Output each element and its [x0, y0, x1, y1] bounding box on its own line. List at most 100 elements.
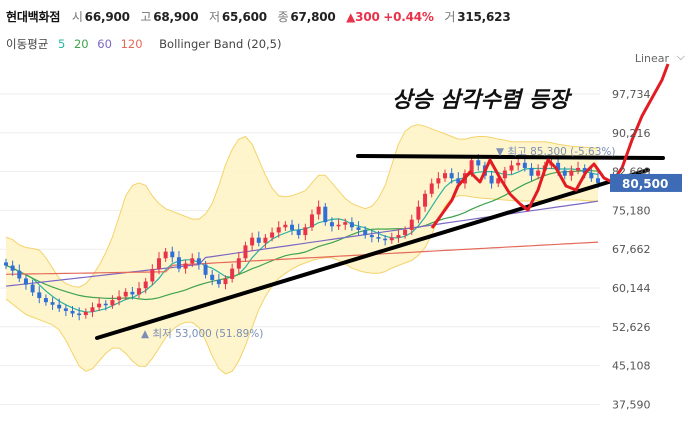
y-tick-label: 60,144 [612, 282, 651, 295]
candle-body [263, 237, 268, 243]
candle-body [196, 258, 201, 265]
volume-label: 거 [444, 10, 456, 24]
candle-body [163, 251, 168, 259]
candle-body [489, 175, 494, 184]
candle-body [77, 313, 82, 316]
candle-body [203, 264, 208, 275]
candle-body [436, 178, 441, 184]
candle-body [270, 232, 275, 238]
candle-body [97, 303, 102, 308]
bollinger-fill [6, 124, 598, 374]
candle-body [589, 173, 594, 179]
ma-20-period[interactable]: 20 [73, 37, 89, 51]
candle-body [110, 300, 115, 306]
candle-body [90, 307, 95, 312]
candle-body [476, 160, 481, 166]
candle-body [230, 268, 235, 279]
chevron-down-icon[interactable]: ⌵ [676, 50, 685, 63]
candle-body [502, 170, 507, 179]
candle-body [369, 235, 374, 238]
candle-body [329, 222, 334, 227]
close-label: 종 [277, 10, 289, 24]
candle-body [243, 245, 248, 259]
candle-body [509, 165, 514, 171]
candle-body [309, 214, 314, 228]
candle-body [429, 183, 434, 194]
y-tick-label: 45,108 [612, 360, 651, 373]
y-tick-label: 97,734 [612, 88, 651, 101]
bollinger-band [5, 124, 599, 375]
candle-body [349, 222, 354, 228]
candle-body [576, 167, 581, 171]
ma-120-period[interactable]: 120 [120, 37, 143, 51]
volume-value: 315,623 [457, 10, 511, 24]
candle-body [522, 162, 527, 168]
candle-body [123, 291, 128, 297]
candle-body [170, 251, 175, 258]
ma-20-line [5, 170, 599, 301]
candle-body [143, 281, 148, 289]
candle-body [43, 298, 48, 303]
candle-body [57, 304, 62, 309]
ma-5-line [5, 167, 599, 313]
stock-name: 현대백화점 [6, 10, 61, 24]
bollinger-band-label[interactable]: Bollinger Band (20,5) [159, 37, 282, 51]
candle-body [409, 219, 414, 230]
low-marker-label: ▲ 최저 53,000 (51.89%) [141, 328, 263, 340]
candle-body [17, 270, 22, 279]
candle-body [10, 265, 15, 271]
bollinger-upper-line [5, 124, 599, 288]
high-label: 고 [140, 10, 152, 24]
candle-body [283, 224, 288, 228]
candle-body [562, 170, 567, 176]
y-tick-label: 90,216 [612, 127, 651, 140]
candle-body [117, 296, 122, 301]
candle-body [569, 170, 574, 176]
candle-body [190, 258, 195, 264]
candle-body [356, 227, 361, 230]
current-price-box [610, 173, 682, 192]
candle-body [396, 235, 401, 238]
candle-body [469, 160, 474, 174]
candle-body [296, 229, 301, 236]
candle-body [4, 262, 8, 266]
ma-5-period[interactable]: 5 [57, 37, 66, 51]
candle-body [223, 278, 228, 285]
candle-body [536, 170, 541, 176]
y-tick-label: 52,626 [612, 321, 651, 334]
indicator-legend[interactable]: 이동평균 5 20 60 120 Bollinger Band (20,5) [6, 36, 282, 52]
trendline-annotations: 상승 삼각수렴 등장 ▼ 최고 85,300 (-5.63%) ▲ 최저 53,00… [95, 63, 670, 340]
resistance-line [356, 154, 665, 160]
open-label: 시 [71, 10, 83, 24]
candle-body [83, 311, 88, 316]
candle-body [556, 162, 561, 171]
candle-body [156, 258, 161, 270]
candle-body [250, 237, 255, 246]
candle-body [323, 206, 328, 223]
candle-body [303, 227, 308, 236]
candle-body [216, 279, 221, 285]
y-tick-label: 67,662 [612, 243, 651, 256]
candle-body [496, 178, 501, 184]
high-marker-label: ▼ 최고 85,300 (-5.63%) [496, 146, 616, 158]
price-axis: 97,73490,21682,69875,18067,66260,14452,6… [610, 88, 682, 411]
y-tick-label: 75,180 [612, 204, 651, 217]
candle-body [210, 274, 215, 280]
ma-120-line [5, 241, 599, 275]
low-label: 저 [208, 10, 220, 24]
candle-body [150, 269, 155, 282]
low-value: 65,600 [221, 10, 267, 24]
candle-body [276, 227, 281, 233]
support-trendline [95, 168, 650, 340]
candle-body [443, 173, 448, 179]
ma-60-period[interactable]: 60 [97, 37, 112, 51]
candle-body [389, 237, 394, 241]
scale-mode-selector[interactable]: Linear [634, 52, 669, 65]
candle-body [176, 257, 181, 269]
open-value: 66,900 [84, 10, 130, 24]
candle-body [582, 167, 587, 174]
candle-body [37, 292, 42, 299]
red-price-path [430, 63, 670, 229]
candle-body [383, 238, 388, 241]
